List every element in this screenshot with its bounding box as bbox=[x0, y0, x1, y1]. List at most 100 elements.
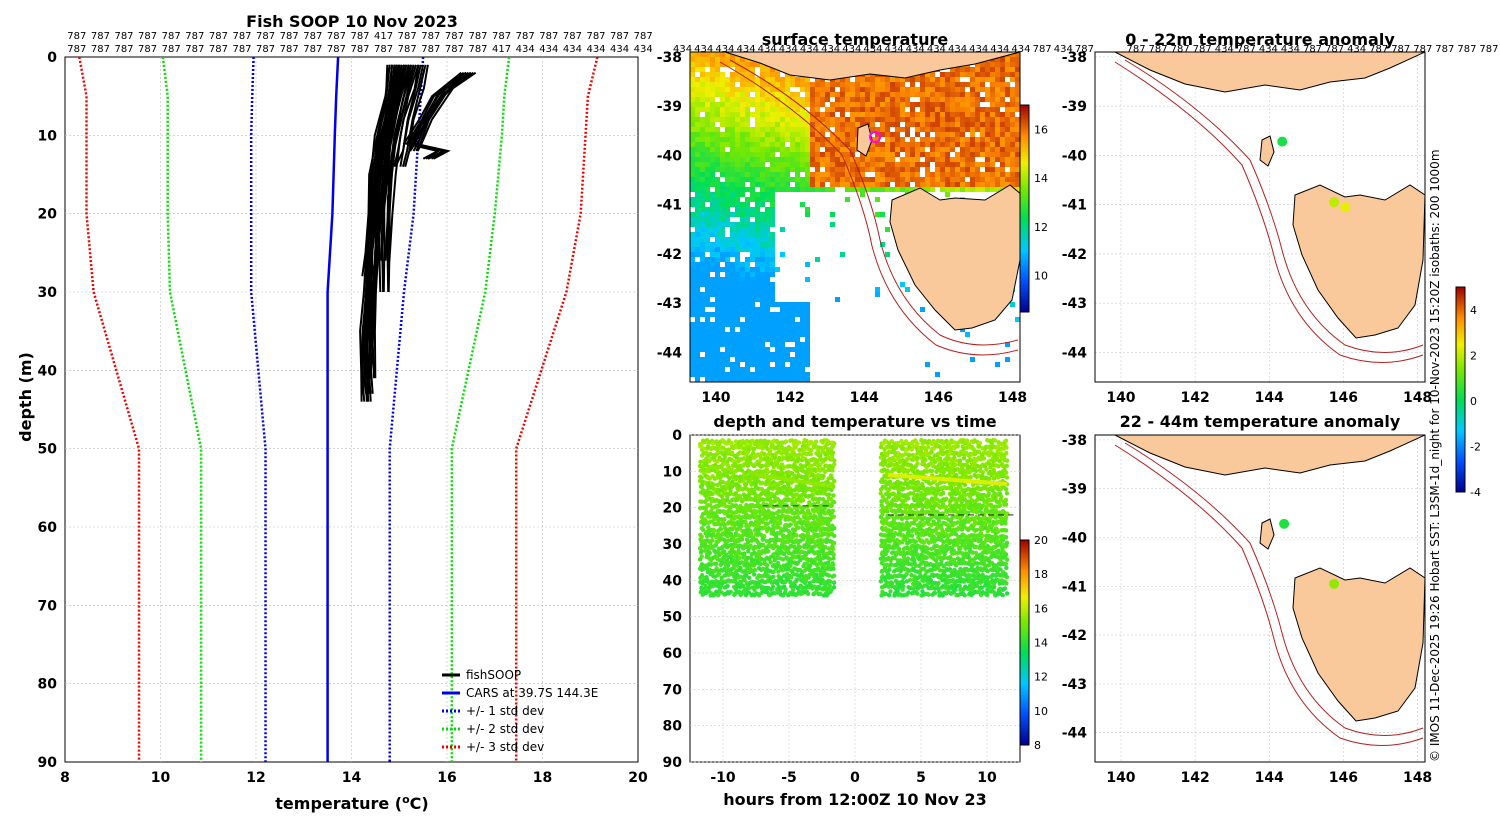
surface-heat-cell bbox=[730, 152, 735, 157]
surface-heat-cell bbox=[995, 92, 1000, 97]
surface-heat-cell bbox=[900, 177, 905, 182]
surface-heat-cell bbox=[1000, 177, 1005, 182]
surface-heat-cell bbox=[760, 357, 765, 362]
surface-heat-cell bbox=[810, 172, 815, 177]
surface-heat-cell bbox=[735, 352, 740, 357]
surface-heat-cell bbox=[690, 102, 695, 107]
surface-heat-cell bbox=[730, 117, 735, 122]
surface-heat-cell bbox=[890, 167, 895, 172]
surface-heat-cell bbox=[800, 182, 805, 187]
surface-heat-cell bbox=[880, 102, 885, 107]
fishsoop-profile-line bbox=[405, 71, 465, 160]
surface-heat-cell bbox=[720, 132, 725, 137]
surface-heat-cell bbox=[810, 82, 815, 87]
surface-heat-cell bbox=[905, 152, 910, 157]
surface-heat-cell bbox=[755, 322, 760, 327]
surface-heat-cell bbox=[735, 137, 740, 142]
surface-heat-cell bbox=[780, 142, 785, 147]
surface-heat-cell bbox=[960, 182, 965, 187]
depth-time-point bbox=[830, 443, 836, 449]
surface-heat-cell bbox=[815, 257, 820, 262]
surface-heat-cell bbox=[720, 72, 725, 77]
surface-king-island bbox=[856, 123, 873, 157]
surface-heat-cell bbox=[955, 107, 960, 112]
surface-heat-cell bbox=[705, 52, 710, 57]
surface-heat-cell bbox=[715, 312, 720, 317]
surface-heat-cell bbox=[725, 257, 730, 262]
surface-heat-cell bbox=[730, 302, 735, 307]
surface-heat-cell bbox=[690, 252, 695, 257]
surface-heat-cell bbox=[1000, 102, 1005, 107]
surface-heat-cell bbox=[805, 207, 810, 212]
depth-time-point bbox=[709, 562, 714, 567]
surface-heat-cell bbox=[925, 152, 930, 157]
surface-heat-cell bbox=[700, 362, 705, 367]
surface-heat-cell bbox=[690, 297, 695, 302]
surface-heat-cell bbox=[900, 147, 905, 152]
surface-heat-cell bbox=[930, 187, 935, 192]
depth-time-point bbox=[827, 583, 833, 589]
surface-heat-cell bbox=[1015, 177, 1020, 182]
surface-heat-cell bbox=[875, 107, 880, 112]
surface-heat-cell bbox=[890, 112, 895, 117]
surface-heat-cell bbox=[720, 377, 725, 382]
surface-heat-cell bbox=[830, 177, 835, 182]
surface-heat-cell bbox=[740, 342, 745, 347]
surface-heat-cell bbox=[985, 162, 990, 167]
surface-heat-cell bbox=[990, 97, 995, 102]
surface-heat-cell bbox=[750, 142, 755, 147]
depth-time-point bbox=[794, 577, 799, 582]
surface-heat-cell bbox=[705, 357, 710, 362]
profile-top-label: 787 bbox=[634, 31, 653, 42]
depth-time-point bbox=[887, 567, 892, 572]
surface-heat-cell bbox=[920, 77, 925, 82]
surface-heat-cell bbox=[950, 137, 955, 142]
surface-heat-cell bbox=[1005, 92, 1010, 97]
surface-heat-cell bbox=[930, 107, 935, 112]
depth-time-point bbox=[735, 467, 741, 473]
surface-heat-cell bbox=[970, 142, 975, 147]
surface-heat-cell bbox=[1015, 167, 1020, 172]
depth-time-point bbox=[699, 442, 704, 447]
surface-heat-cell bbox=[825, 137, 830, 142]
surface-heat-cell bbox=[1000, 172, 1005, 177]
surface-heat-cell bbox=[780, 127, 785, 132]
surface-heat-cell bbox=[745, 187, 750, 192]
surface-heat-cell bbox=[705, 212, 710, 217]
surface-top-label: 434 bbox=[736, 44, 755, 55]
surface-heat-cell bbox=[735, 182, 740, 187]
surface-top-label: 434 bbox=[779, 44, 798, 55]
surface-heat-cell bbox=[935, 117, 940, 122]
surface-heat-cell bbox=[710, 147, 715, 152]
surface-heat-cell bbox=[980, 117, 985, 122]
surface-heat-cell bbox=[765, 102, 770, 107]
surface-heat-cell bbox=[730, 372, 735, 377]
surface-top-label: 787 bbox=[1075, 44, 1094, 55]
surface-heat-cell bbox=[820, 132, 825, 137]
surface-heat-cell bbox=[795, 307, 800, 312]
surface-heat-cell bbox=[790, 132, 795, 137]
surface-heat-cell bbox=[745, 177, 750, 182]
surface-heat-cell bbox=[795, 177, 800, 182]
surface-heat-cell bbox=[935, 167, 940, 172]
surface-top-label: 434 bbox=[694, 44, 713, 55]
surface-heat-cell bbox=[740, 307, 745, 312]
surface-heat-cell bbox=[840, 157, 845, 162]
surface-heat-cell bbox=[700, 72, 705, 77]
depth-time-point bbox=[797, 544, 803, 550]
surface-heat-cell bbox=[830, 122, 835, 127]
depth-time-points bbox=[697, 437, 1014, 598]
surface-heat-cell bbox=[695, 277, 700, 282]
surface-heat-cell bbox=[805, 342, 810, 347]
surface-heat-cell bbox=[690, 312, 695, 317]
surface-heat-cell bbox=[840, 112, 845, 117]
surface-heat-cell bbox=[700, 312, 705, 317]
surface-heat-cell bbox=[775, 147, 780, 152]
surface-heat-cell bbox=[800, 152, 805, 157]
surface-heat-cell bbox=[740, 102, 745, 107]
surface-heat-cell bbox=[765, 137, 770, 142]
surface-heat-cell bbox=[965, 147, 970, 152]
surface-heat-cell bbox=[690, 82, 695, 87]
surface-heat-cell bbox=[875, 292, 880, 297]
surface-heat-cell bbox=[955, 127, 960, 132]
